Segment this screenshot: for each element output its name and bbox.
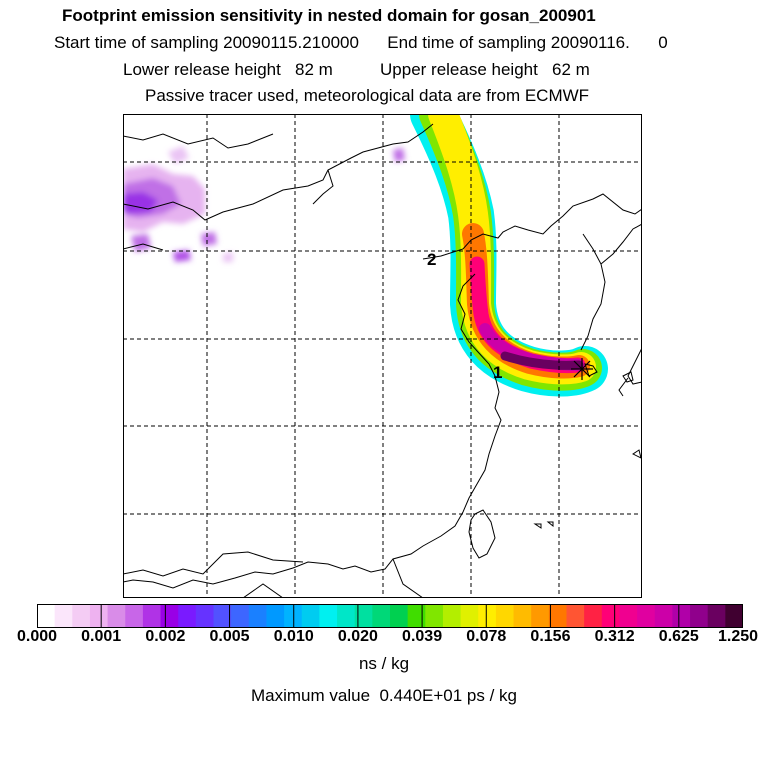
release-height-line: Lower release height 82 m Upper release … <box>123 60 590 79</box>
colorbar-cell <box>37 604 56 628</box>
trajectory-marker-1: 1 <box>493 363 502 382</box>
colorbar-cell <box>372 604 391 628</box>
colorbar-cell <box>725 604 743 628</box>
coastlines <box>123 123 642 598</box>
colorbar-cell <box>619 604 638 628</box>
colorbar-cell <box>601 604 620 628</box>
colorbar-cell <box>584 604 603 628</box>
colorbar-cell <box>54 604 73 628</box>
colorbar-cell <box>390 604 409 628</box>
tracer-info-line: Passive tracer used, meteorological data… <box>145 86 590 105</box>
colorbar-cell <box>531 604 550 628</box>
colorbar-tick-label: 0.005 <box>209 628 250 645</box>
colorbar-tick-label: 0.039 <box>402 628 443 645</box>
colorbar-tick-label: 0.156 <box>530 628 571 645</box>
colorbar-cell <box>460 604 479 628</box>
colorbar-tick-label: 0.002 <box>145 628 186 645</box>
colorbar-cell <box>566 604 585 628</box>
sampling-time-line: Start time of sampling 20090115.210000 E… <box>54 33 668 52</box>
colorbar-cell <box>478 604 497 628</box>
colorbar-cell <box>690 604 709 628</box>
colorbar-cell <box>495 604 515 628</box>
colorbar-cell <box>89 604 109 628</box>
star-cross-icon <box>571 358 593 380</box>
colorbar-tick-label: 0.010 <box>273 628 314 645</box>
colorbar-tick-label: 0.625 <box>658 628 699 645</box>
colorbar-cell <box>637 604 656 628</box>
colorbar-cell <box>284 604 303 628</box>
colorbar-cell <box>213 604 232 628</box>
colorbar-cell <box>301 604 320 628</box>
color-scale-bar <box>37 604 743 628</box>
colorbar-cell <box>707 604 726 628</box>
colorbar-tick-label: 0.078 <box>466 628 507 645</box>
colorbar-cell <box>425 604 444 628</box>
colorbar-cell <box>319 604 338 628</box>
colorbar-unit-label: ns / kg <box>358 654 410 673</box>
colorbar-cell <box>354 604 373 628</box>
footprint-map: 1 2 <box>123 114 642 598</box>
maximum-value-label: Maximum value 0.440E+01 ps / kg <box>251 686 517 705</box>
colorbar-cell <box>231 604 250 628</box>
west-sensitivity-patches <box>123 146 405 262</box>
colorbar-cell <box>442 604 462 628</box>
colorbar-cell <box>248 604 267 628</box>
colorbar-cell <box>407 604 426 628</box>
colorbar-cell <box>125 604 144 628</box>
colorbar-cell <box>513 604 532 628</box>
lat-lon-grid <box>123 114 642 598</box>
colorbar-cell <box>337 604 356 628</box>
colorbar-cell <box>160 604 179 628</box>
colorbar-cell <box>107 604 126 628</box>
colorbar-cell <box>72 604 91 628</box>
colorbar-tick-label: 0.001 <box>81 628 122 645</box>
colorbar-cell <box>654 604 673 628</box>
emission-plume <box>410 114 608 397</box>
colorbar-cell <box>178 604 197 628</box>
trajectory-marker-2: 2 <box>427 250 436 269</box>
colorbar-cell <box>266 604 285 628</box>
plot-title: Footprint emission sensitivity in nested… <box>62 6 596 25</box>
colorbar-tick-label: 0.020 <box>337 628 378 645</box>
colorbar-cell <box>142 604 162 628</box>
colorbar-tick-label: 1.250 <box>717 628 759 645</box>
colorbar-cell <box>672 604 691 628</box>
colorbar-cell <box>548 604 567 628</box>
colorbar-tick-label: 0.000 <box>16 628 58 645</box>
colorbar-cell <box>195 604 214 628</box>
colorbar-tick-label: 0.312 <box>594 628 635 645</box>
